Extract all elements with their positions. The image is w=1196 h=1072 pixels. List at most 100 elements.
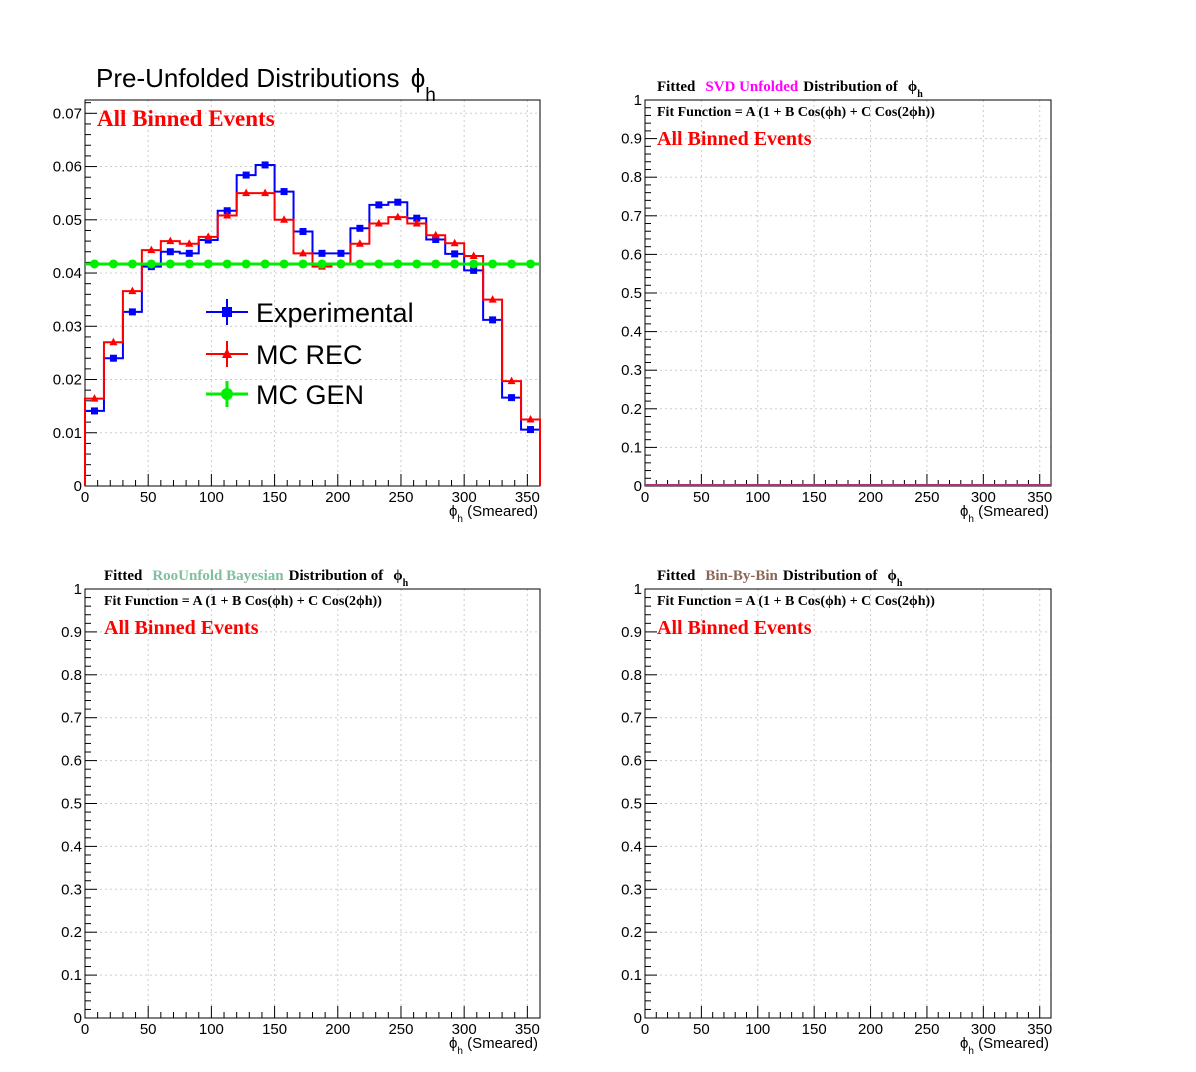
- x-tick-label: 150: [802, 489, 827, 506]
- x-axis-label-symbol: ϕ: [449, 1035, 457, 1052]
- y-tick-label: 0.4: [621, 838, 642, 855]
- y-tick-label: 0.3: [621, 362, 642, 379]
- data-point: [508, 394, 516, 402]
- y-tick-label: 0.8: [61, 667, 82, 684]
- chart-title-symbol: ϕ: [887, 568, 896, 584]
- data-point: [374, 259, 384, 269]
- grid-lines: [85, 588, 540, 1018]
- chart-title-suffix: Distribution of: [289, 568, 385, 584]
- data-point: [147, 245, 156, 254]
- y-tick-label: 1: [634, 581, 642, 598]
- x-axis-label-sub: h: [457, 1046, 463, 1057]
- data-point: [223, 207, 231, 215]
- data-point: [184, 259, 194, 269]
- y-tick-label: 0.3: [61, 881, 82, 898]
- axis-ticks: [84, 102, 541, 487]
- data-point: [108, 259, 118, 269]
- data-point: [166, 236, 175, 245]
- data-point: [166, 248, 174, 256]
- x-axis-label-symbol: ϕ: [960, 1035, 968, 1052]
- data-point: [526, 259, 536, 269]
- y-tick-label: 0.1: [61, 967, 82, 984]
- x-axis-label-symbol: ϕ: [960, 503, 968, 520]
- x-tick-label: 250: [388, 1021, 413, 1038]
- data-point: [280, 215, 289, 223]
- y-tick-label: 0.7: [621, 208, 642, 225]
- y-tick-label: 0.2: [621, 401, 642, 418]
- chart-title-symbol: ϕ: [403, 63, 425, 93]
- plot-frame: [84, 99, 541, 487]
- x-tick-label: 200: [858, 1021, 883, 1038]
- x-tick-label: 200: [325, 1021, 350, 1038]
- fit-function-label: Fit Function = A (1 + B Cos(ϕh) + C Cos(…: [657, 105, 935, 120]
- data-point: [336, 259, 346, 269]
- data-point: [165, 259, 175, 269]
- chart-title-sub: h: [425, 85, 436, 106]
- data-point: [261, 188, 270, 197]
- x-tick-label: 100: [199, 1021, 224, 1038]
- x-tick-label: 350: [1027, 489, 1052, 506]
- data-point: [279, 259, 289, 269]
- fit-function-label: Fit Function = A (1 + B Cos(ϕh) + C Cos(…: [657, 594, 935, 609]
- y-tick-label: 0.04: [53, 265, 82, 282]
- x-tick-label: 0: [81, 1021, 89, 1038]
- data-point: [356, 224, 364, 232]
- axis-ticks: [644, 99, 1052, 487]
- data-point: [109, 354, 117, 362]
- data-point: [90, 394, 99, 402]
- y-tick-label: 0.3: [621, 881, 642, 898]
- x-tick-label: 250: [914, 1021, 939, 1038]
- x-tick-label: 100: [745, 1021, 770, 1038]
- data-point: [489, 316, 497, 324]
- data-point: [241, 259, 251, 269]
- data-point: [127, 259, 137, 269]
- x-tick-label: 50: [140, 489, 157, 506]
- data-point: [393, 212, 402, 221]
- data-point: [488, 295, 497, 303]
- x-tick-label: 50: [140, 1021, 157, 1038]
- x-tick-label: 50: [693, 1021, 710, 1038]
- y-tick-label: 0.6: [621, 246, 642, 263]
- chart-title: Fitted Bin-By-Bin Distribution of ϕh: [657, 568, 903, 589]
- annotation-label: All Binned Events: [104, 617, 259, 639]
- x-axis-label-sub: h: [968, 514, 974, 525]
- x-tick-label: 200: [325, 489, 350, 506]
- fit-function-label: Fit Function = A (1 + B Cos(ϕh) + C Cos(…: [104, 594, 382, 609]
- y-tick-label: 0.9: [61, 624, 82, 641]
- x-tick-label: 150: [802, 1021, 827, 1038]
- grid-lines: [85, 100, 540, 486]
- data-point: [185, 249, 193, 257]
- legend-marker: [221, 388, 233, 400]
- y-tick-label: 0.5: [61, 796, 82, 813]
- chart-title-symbol: ϕ: [393, 568, 402, 584]
- y-tick-label: 0.01: [53, 425, 82, 442]
- data-point: [318, 249, 326, 257]
- x-axis-label-text: (Smeared): [463, 503, 538, 520]
- y-tick-label: 0.02: [53, 372, 82, 389]
- chart-title: Fitted SVD Unfolded Distribution of ϕh: [657, 79, 923, 100]
- data-point: [204, 236, 212, 244]
- data-point: [394, 198, 402, 206]
- x-tick-label: 300: [452, 1021, 477, 1038]
- x-axis-label-text: (Smeared): [974, 1035, 1049, 1052]
- data-point: [431, 259, 441, 269]
- chart-title: Fitted RooUnfold Bayesian Distribution of ϕ…: [104, 568, 409, 589]
- data-point: [260, 259, 270, 269]
- data-point: [469, 259, 479, 269]
- legend-item: Experimental: [206, 298, 414, 328]
- x-tick-label: 150: [262, 489, 287, 506]
- x-tick-label: 250: [914, 489, 939, 506]
- y-tick-label: 0.8: [621, 169, 642, 186]
- legend-item: MC REC: [206, 340, 363, 370]
- x-tick-label: 250: [388, 489, 413, 506]
- y-tick-label: 0.4: [621, 324, 642, 341]
- data-point: [299, 228, 307, 236]
- histogram-step-line: [84, 192, 541, 486]
- axis-ticks: [84, 588, 541, 1019]
- data-point: [431, 230, 440, 239]
- chart-title-method: SVD Unfolded: [705, 79, 799, 95]
- data-point: [527, 426, 535, 434]
- x-tick-label: 100: [745, 489, 770, 506]
- data-point: [526, 414, 535, 423]
- y-tick-label: 0.5: [621, 796, 642, 813]
